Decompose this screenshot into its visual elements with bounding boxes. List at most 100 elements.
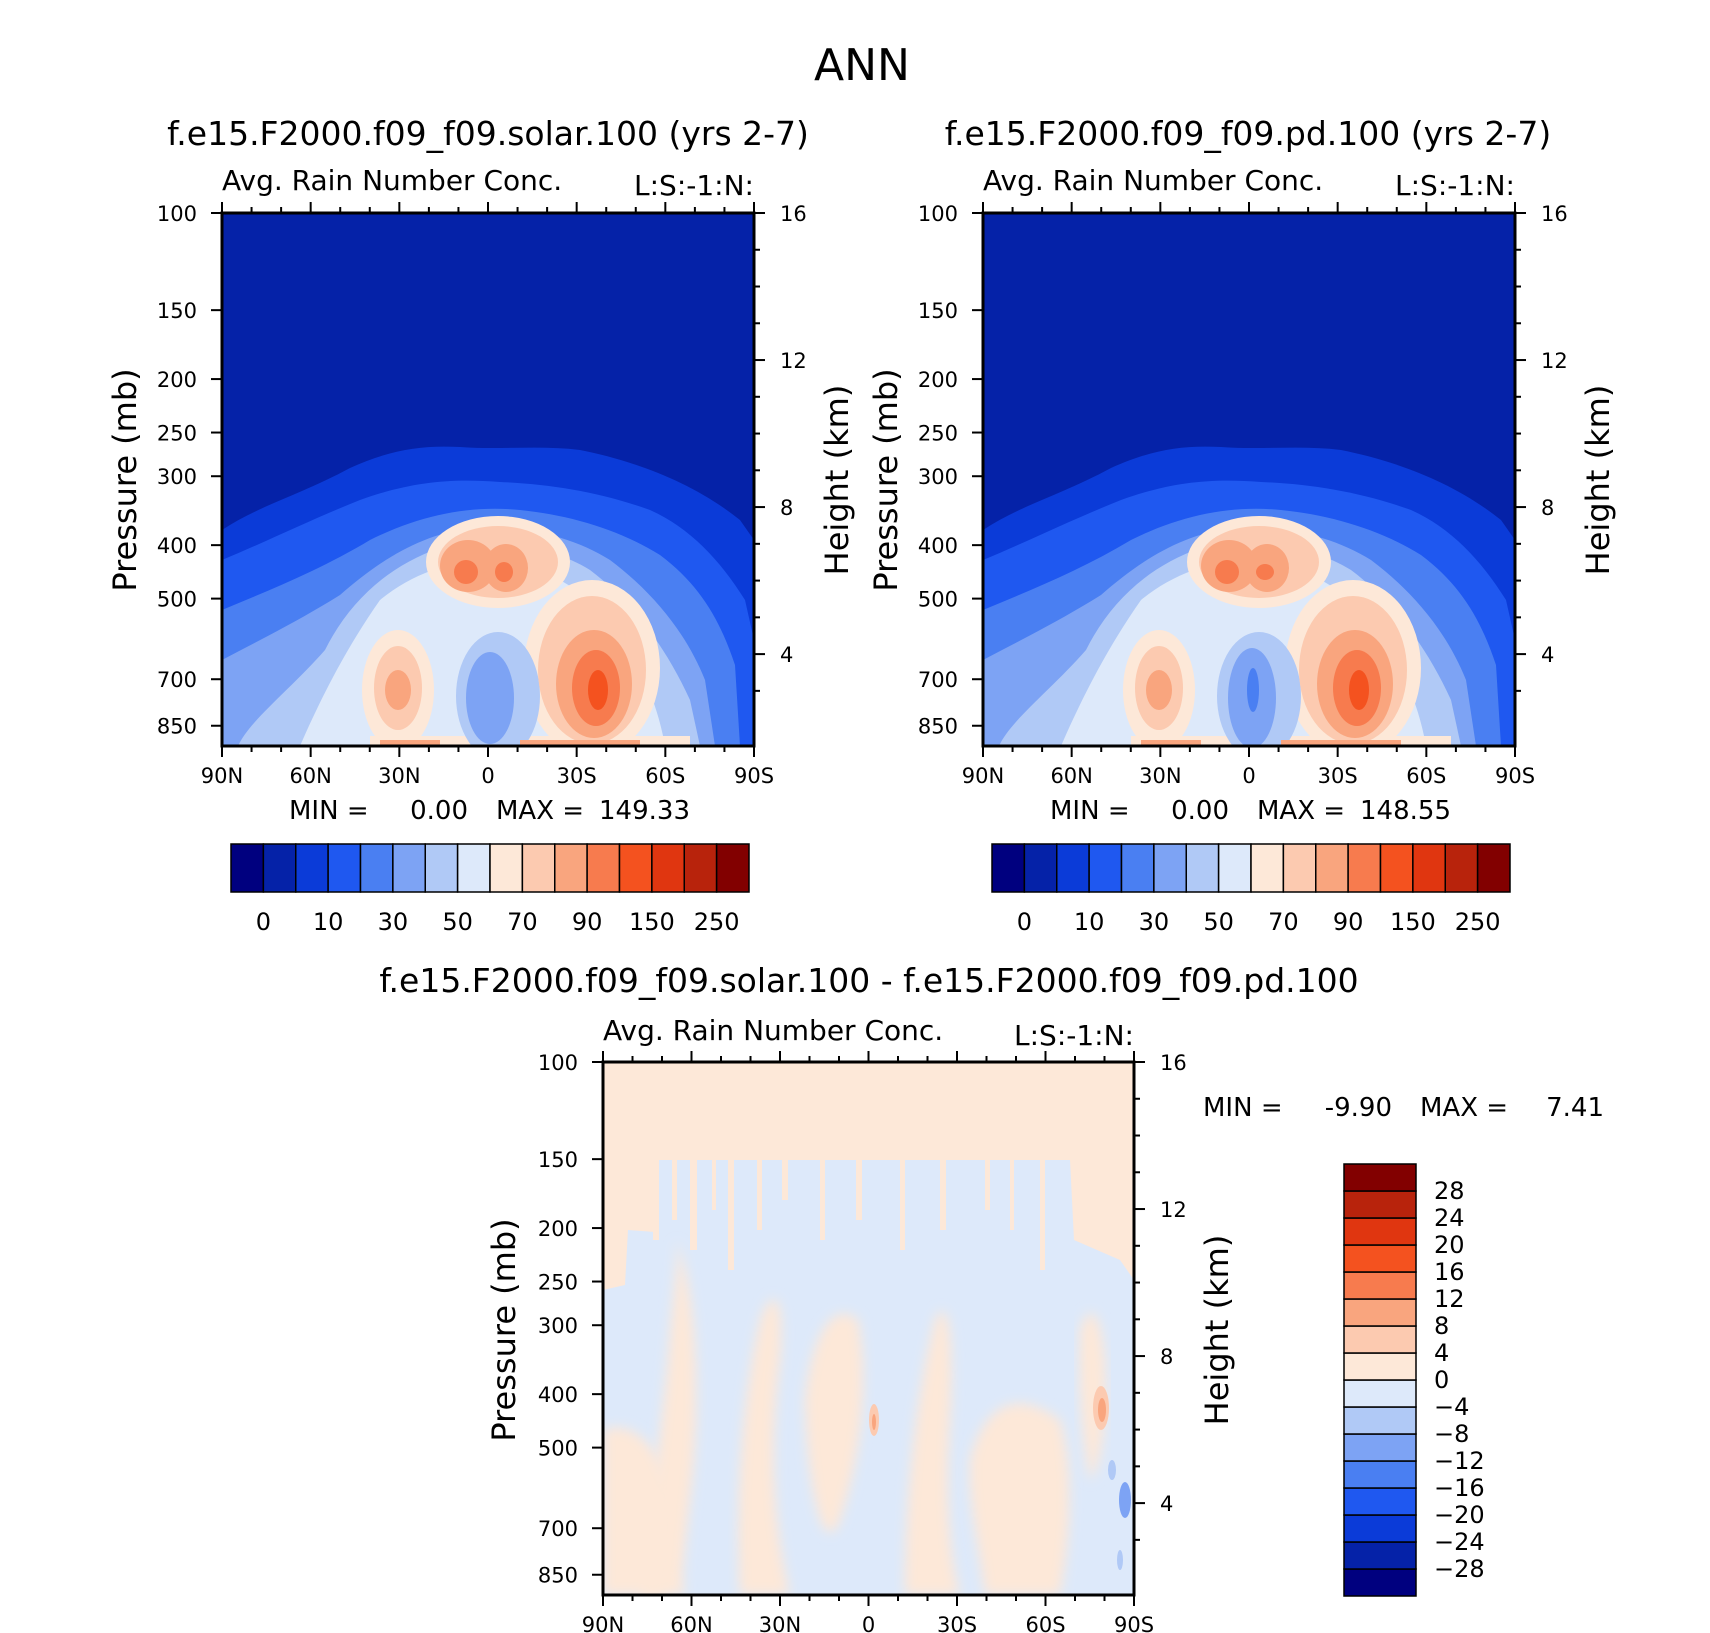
colorbar-label: 50 bbox=[442, 908, 473, 936]
panel-pd-y2label: Height (km) bbox=[1579, 385, 1617, 576]
colorbar-box bbox=[1343, 1514, 1417, 1543]
y-tick-label: 250 bbox=[538, 1271, 578, 1295]
panel-diff-corner-label: L:S:-1:N: bbox=[1014, 1019, 1134, 1052]
panel-solar-min-value: 0.00 bbox=[410, 796, 468, 826]
y-tick-label: 850 bbox=[157, 715, 197, 739]
y-tick-label: 150 bbox=[918, 299, 958, 323]
colorbar-box bbox=[327, 843, 362, 893]
colorbar-box bbox=[991, 843, 1026, 893]
figure-title: ANN bbox=[814, 40, 910, 91]
y2-tick-label: 12 bbox=[1541, 349, 1568, 373]
panel-pd-min-label: MIN = bbox=[1050, 796, 1130, 826]
y-tick-label: 300 bbox=[538, 1314, 578, 1338]
panel-solar-min-label: MIN = bbox=[289, 796, 369, 826]
x-tick-label: 60N bbox=[1050, 764, 1092, 788]
colorbar-label: 30 bbox=[378, 908, 409, 936]
colorbar-label: −16 bbox=[1434, 1474, 1485, 1502]
colorbar-box bbox=[295, 843, 329, 893]
colorbar-box bbox=[1343, 1271, 1417, 1300]
colorbar-box bbox=[424, 843, 459, 893]
panel-diff-title: f.e15.F2000.f09_f09.solar.100 - f.e15.F2… bbox=[379, 961, 1358, 1000]
colorbar-label: 70 bbox=[507, 908, 538, 936]
colorbar-label: 10 bbox=[313, 908, 344, 936]
y-tick-label: 500 bbox=[538, 1437, 578, 1461]
panel-pd-axes: 90N 60N 30N 0 30S 60S 90S 100 150 200 250 300 400 500… bbox=[918, 202, 1568, 788]
colorbar-label: 28 bbox=[1434, 1177, 1465, 1205]
colorbar-label: 150 bbox=[1390, 908, 1436, 936]
colorbar-label: 70 bbox=[1268, 908, 1299, 936]
panel-solar-max-value: 149.33 bbox=[599, 796, 690, 826]
colorbar-box bbox=[586, 843, 621, 893]
panel-diff-max-label: MAX = bbox=[1420, 1093, 1508, 1123]
panel-pd-title: f.e15.F2000.f09_f09.pd.100 (yrs 2-7) bbox=[945, 114, 1551, 153]
panel-solar-variable: Avg. Rain Number Conc. bbox=[222, 164, 562, 197]
colorbar-label: 4 bbox=[1434, 1339, 1449, 1367]
colorbar-label: 12 bbox=[1434, 1285, 1465, 1313]
panel-solar-y2label: Height (km) bbox=[818, 385, 856, 576]
colorbar-box bbox=[1343, 1352, 1417, 1381]
y2-tick-label: 4 bbox=[1160, 1492, 1173, 1516]
x-tick-label: 90S bbox=[1114, 1613, 1154, 1633]
panel-diff-variable: Avg. Rain Number Conc. bbox=[603, 1014, 943, 1047]
panel-solar-field bbox=[222, 213, 754, 746]
x-tick-label: 30N bbox=[1139, 764, 1181, 788]
colorbar-box bbox=[1476, 843, 1511, 893]
colorbar-box bbox=[1343, 1541, 1417, 1570]
colorbar-box bbox=[1088, 843, 1123, 893]
panel-diff-ylabel: Pressure (mb) bbox=[485, 1218, 523, 1441]
colorbar-box bbox=[1250, 843, 1285, 893]
y-tick-label: 500 bbox=[157, 588, 197, 612]
x-tick-label: 0 bbox=[1242, 764, 1255, 788]
y-tick-label: 400 bbox=[157, 534, 197, 558]
colorbar-label: 24 bbox=[1434, 1204, 1465, 1232]
y-tick-label: 700 bbox=[918, 668, 958, 692]
x-tick-label: 30S bbox=[557, 764, 597, 788]
colorbar-label: 16 bbox=[1434, 1258, 1465, 1286]
y-tick-label: 200 bbox=[157, 368, 197, 392]
panel-pd-max-value: 148.55 bbox=[1360, 796, 1451, 826]
colorbar-box bbox=[554, 843, 588, 893]
colorbar-box bbox=[1217, 843, 1252, 893]
y2-tick-label: 16 bbox=[1160, 1051, 1187, 1075]
y-tick-label: 300 bbox=[157, 465, 197, 489]
x-tick-label: 30S bbox=[937, 1613, 977, 1633]
colorbar-box bbox=[1343, 1244, 1417, 1273]
x-tick-label: 90N bbox=[582, 1613, 624, 1633]
y-tick-label: 400 bbox=[538, 1383, 578, 1407]
colorbar-box bbox=[1343, 1298, 1417, 1327]
x-tick-label: 30N bbox=[378, 764, 420, 788]
panel-pd-colorbar: 0 10 30 50 70 90 150 250 bbox=[991, 843, 1511, 936]
colorbar-label: −24 bbox=[1434, 1528, 1485, 1556]
panel-pd: f.e15.F2000.f09_f09.pd.100 (yrs 2-7) Avg… bbox=[867, 114, 1617, 936]
colorbar-box bbox=[1347, 843, 1382, 893]
panel-solar-title: f.e15.F2000.f09_f09.solar.100 (yrs 2-7) bbox=[167, 114, 809, 153]
y-tick-label: 200 bbox=[918, 368, 958, 392]
colorbar-box bbox=[359, 843, 394, 893]
y2-tick-label: 4 bbox=[1541, 643, 1554, 667]
colorbar-box bbox=[1185, 843, 1220, 893]
panel-solar: f.e15.F2000.f09_f09.solar.100 (yrs 2-7) … bbox=[106, 114, 856, 936]
y-tick-label: 700 bbox=[157, 668, 197, 692]
panel-diff-y2label: Height (km) bbox=[1198, 1235, 1236, 1426]
y2-tick-label: 8 bbox=[1541, 496, 1554, 520]
colorbar-label: −8 bbox=[1434, 1420, 1469, 1448]
y2-tick-label: 8 bbox=[780, 496, 793, 520]
x-tick-label: 60S bbox=[645, 764, 685, 788]
x-tick-label: 60N bbox=[289, 764, 331, 788]
colorbar-box bbox=[1343, 1190, 1417, 1219]
panel-diff-max-value: 7.41 bbox=[1546, 1093, 1604, 1123]
panel-pd-min-value: 0.00 bbox=[1171, 796, 1229, 826]
colorbar-box bbox=[456, 843, 491, 893]
panel-pd-variable: Avg. Rain Number Conc. bbox=[983, 164, 1323, 197]
y-tick-label: 250 bbox=[918, 422, 958, 446]
colorbar-box bbox=[489, 843, 524, 893]
colorbar-label: 50 bbox=[1203, 908, 1234, 936]
x-tick-label: 60S bbox=[1406, 764, 1446, 788]
x-tick-label: 90N bbox=[201, 764, 243, 788]
colorbar-label: 90 bbox=[1333, 908, 1364, 936]
colorbar-label: 250 bbox=[1455, 908, 1501, 936]
panel-pd-field bbox=[983, 213, 1515, 746]
y-tick-label: 700 bbox=[538, 1517, 578, 1541]
